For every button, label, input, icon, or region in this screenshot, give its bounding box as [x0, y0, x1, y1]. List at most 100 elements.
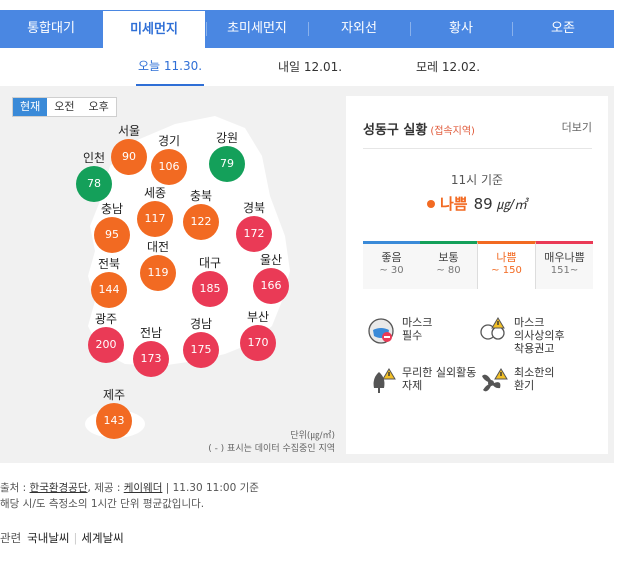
divider — [363, 148, 592, 149]
tip-outdoor: 무리한 실외활동 자제 — [366, 364, 481, 400]
scale-range: 151~ — [550, 265, 579, 276]
region-gyeongbuk[interactable]: 경북 172 — [234, 201, 274, 252]
scale-range: ~ 30 — [379, 265, 404, 276]
region-gwangju[interactable]: 광주 200 — [86, 312, 126, 363]
tab-fine-dust[interactable]: 미세먼지 — [102, 10, 206, 48]
mask-icon — [368, 318, 394, 344]
scale-label: 매우나쁨 — [544, 251, 585, 264]
time-toggle: 현재 오전 오후 — [12, 97, 117, 117]
tip-text: 마스크 필수 — [402, 316, 432, 342]
time-afternoon-button[interactable]: 오후 — [88, 100, 109, 113]
day-after-tomorrow[interactable]: 모레 12.02. — [416, 60, 481, 74]
region-gyeongnam[interactable]: 경남 175 — [181, 317, 221, 368]
source-prefix: 출처 : — [0, 482, 30, 494]
region-name: 제주 — [102, 388, 126, 402]
tip-line: 마스크 — [402, 316, 433, 329]
time-now-button[interactable]: 현재 — [13, 98, 48, 116]
ventilation-icon — [482, 368, 508, 392]
status-grade: 나쁨 — [439, 195, 468, 213]
region-chungbuk[interactable]: 충북 122 — [181, 189, 221, 240]
region-value-circle: 173 — [133, 341, 169, 377]
tip-text: 최소한의 환기 — [514, 366, 554, 392]
dust-panel: 현재 오전 오후 서울 90 경기 106 강원 79 인천 78 세종 117… — [0, 86, 614, 463]
related-links: 관련 국내날씨 | 세계날씨 — [0, 530, 124, 546]
grade-scale: 좋음 ~ 30 보통 ~ 80 나쁨 ~ 150 매우나쁨 151~ — [363, 241, 593, 289]
family-mask-icon — [480, 317, 505, 340]
tip-line: 자제 — [402, 379, 423, 392]
tip-line: 의사상의후 — [514, 329, 565, 342]
provider-prefix: , 제공 : — [87, 482, 124, 494]
region-value-circle: 119 — [140, 255, 176, 291]
tab-uv[interactable]: 자외선 — [308, 10, 410, 48]
region-value-circle: 144 — [91, 272, 127, 308]
more-link[interactable]: 더보기 — [561, 121, 592, 134]
scale-label: 나쁨 — [496, 251, 517, 264]
region-value-circle: 90 — [111, 139, 147, 175]
region-jeonnam[interactable]: 전남 173 — [131, 326, 171, 377]
tip-text: 마스크 의사상의후 착용권고 — [514, 316, 565, 355]
tip-line: 착용권고 — [514, 342, 555, 355]
region-value-circle: 143 — [96, 403, 132, 439]
region-value-circle: 122 — [183, 204, 219, 240]
scale-label: 보통 — [438, 251, 459, 264]
tip-line: 필수 — [402, 329, 423, 342]
tip-text: 무리한 실외활동 자제 — [402, 366, 476, 392]
tip-line: 환기 — [514, 379, 535, 392]
region-name: 전북 — [97, 257, 121, 271]
region-daejeon[interactable]: 대전 119 — [138, 240, 178, 291]
category-tabs: 통합대기 미세먼지 초미세먼지 자외선 황사 오존 — [0, 10, 614, 48]
region-seoul[interactable]: 서울 90 — [109, 124, 149, 175]
region-ulsan[interactable]: 울산 166 — [251, 253, 291, 304]
day-tomorrow[interactable]: 내일 12.01. — [278, 60, 343, 74]
region-sejong[interactable]: 세종 117 — [135, 186, 175, 237]
region-chungnam[interactable]: 충남 95 — [92, 202, 132, 253]
related-link-world-weather[interactable]: 세계날씨 — [81, 531, 124, 545]
source-link[interactable]: 한국환경공단 — [29, 482, 88, 494]
region-jeju[interactable]: 제주 143 — [94, 388, 134, 439]
provider-link[interactable]: 케이웨더 — [123, 482, 163, 494]
region-value-circle: 78 — [76, 166, 112, 202]
outdoor-warning-icon — [373, 368, 396, 393]
region-incheon[interactable]: 인천 78 — [74, 151, 114, 202]
status-value: 89 — [473, 195, 493, 213]
status-dot-icon — [426, 199, 435, 208]
region-value-circle: 106 — [151, 149, 187, 185]
region-value-circle: 172 — [236, 216, 272, 252]
tab-yellow-dust[interactable]: 황사 — [410, 10, 512, 48]
region-value-circle: 166 — [253, 268, 289, 304]
related-label: 관련 — [0, 531, 22, 545]
tip-line: 무리한 실외활동 — [402, 366, 477, 379]
time-morning-button[interactable]: 오전 — [54, 100, 75, 113]
region-name: 대전 — [146, 240, 170, 254]
region-name: 경남 — [189, 317, 213, 331]
day-today[interactable]: 오늘 11.30. — [136, 48, 205, 86]
region-name: 대구 — [198, 256, 222, 270]
region-name: 서울 — [117, 124, 141, 138]
tab-integrated-air[interactable]: 통합대기 — [27, 21, 75, 36]
region-name: 강원 — [215, 131, 239, 145]
related-link-domestic-weather[interactable]: 국내날씨 — [27, 531, 70, 545]
region-name: 세종 — [143, 186, 167, 200]
status-unit: ㎍/㎥ — [496, 198, 528, 213]
region-name: 울산 — [259, 253, 283, 267]
scale-good: 좋음 ~ 30 — [363, 241, 420, 289]
unit-label: 단위(㎍/㎥) — [290, 431, 335, 441]
tip-mask-sensitive: 마스크 의사상의후 착용권고 — [478, 314, 593, 355]
scale-very-bad: 매우나쁨 151~ — [536, 241, 593, 289]
region-name: 광주 — [94, 312, 118, 326]
tab-ultrafine-dust[interactable]: 초미세먼지 — [206, 10, 308, 48]
tip-line: 최소한의 — [514, 366, 555, 379]
tab-ozone[interactable]: 오존 — [512, 10, 614, 48]
region-gangwon[interactable]: 강원 79 — [207, 131, 247, 182]
region-gyeonggi[interactable]: 경기 106 — [149, 134, 189, 185]
region-value-circle: 170 — [240, 325, 276, 361]
region-jeonbuk[interactable]: 전북 144 — [89, 257, 129, 308]
average-note: 해당 시/도 측정소의 1시간 단위 평균값입니다. — [0, 498, 205, 510]
scale-normal: 보통 ~ 80 — [420, 241, 477, 289]
region-value-circle: 95 — [94, 217, 130, 253]
region-daegu[interactable]: 대구 185 — [190, 256, 230, 307]
region-busan[interactable]: 부산 170 — [238, 310, 278, 361]
source-line: 출처 : 한국환경공단, 제공 : 케이웨더 | 11.30 11:00 기준 — [0, 480, 259, 495]
region-value-circle: 200 — [88, 327, 124, 363]
local-status-card: 성동구 실황 (접속지역) 더보기 11시 기준 나쁨 89 ㎍/㎥ 좋음 ~ 30 보… — [346, 96, 608, 454]
